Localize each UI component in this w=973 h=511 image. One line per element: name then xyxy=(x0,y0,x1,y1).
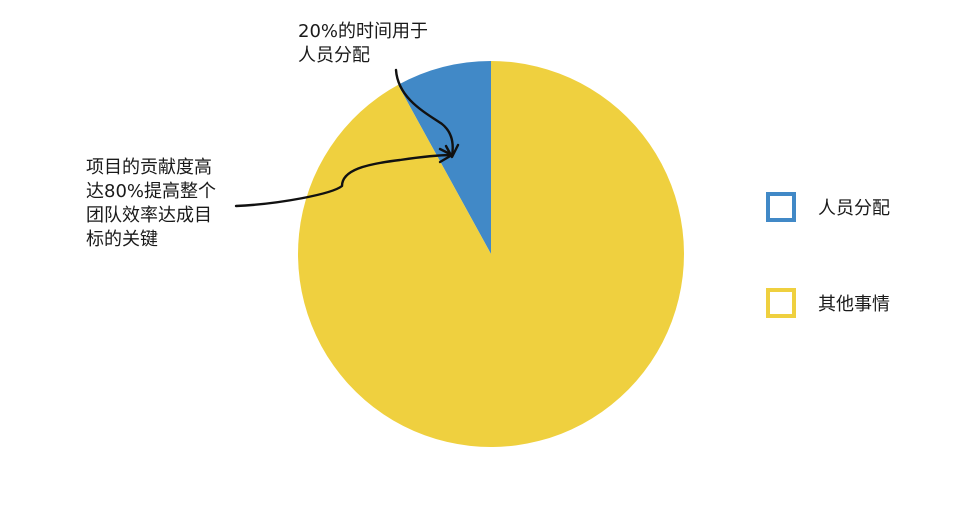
legend-item-personnel: 人员分配 xyxy=(766,192,890,222)
pie-slices xyxy=(298,61,684,447)
annotation-top-text: 20%的时间用于 人员分配 xyxy=(298,21,429,66)
arrow-top-path xyxy=(394,68,454,158)
legend-swatch-other xyxy=(766,288,796,318)
arrow-top-head xyxy=(444,143,460,159)
annotation-arrows xyxy=(234,68,460,208)
legend-swatch-personnel xyxy=(766,192,796,222)
legend-label-other: 其他事情 xyxy=(818,294,890,315)
pie-slice-other xyxy=(298,61,684,447)
legend-label-personnel: 人员分配 xyxy=(818,198,890,219)
arrow-left-path xyxy=(234,153,454,208)
annotation-left-text: 项目的贡献度高 达80%提高整个 团队效率达成目 标的关键 xyxy=(86,157,217,250)
legend-item-other: 其他事情 xyxy=(766,288,890,318)
arrow-left-head xyxy=(438,147,454,164)
